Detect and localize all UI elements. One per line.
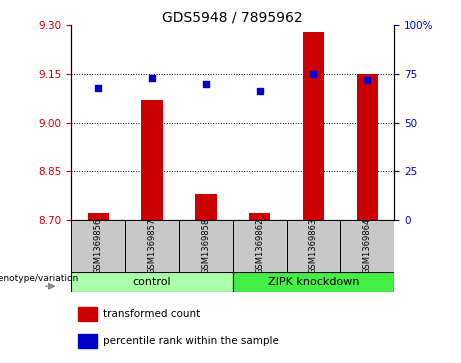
Point	[148, 75, 156, 81]
Bar	[142, 100, 163, 220]
Bar	[195, 194, 217, 220]
Bar	[249, 213, 271, 220]
Text: transformed count: transformed count	[102, 309, 200, 319]
Bar	[356, 74, 378, 220]
Text: GSM1369864: GSM1369864	[363, 218, 372, 274]
Bar	[78, 307, 97, 321]
Point	[256, 89, 263, 94]
Text: GSM1369857: GSM1369857	[148, 218, 157, 274]
FancyBboxPatch shape	[287, 220, 340, 274]
Bar	[88, 213, 109, 220]
Text: percentile rank within the sample: percentile rank within the sample	[102, 336, 278, 346]
Text: ZIPK knockdown: ZIPK knockdown	[268, 277, 359, 287]
Bar	[78, 334, 97, 348]
FancyBboxPatch shape	[71, 272, 233, 292]
Point	[364, 77, 371, 83]
Title: GDS5948 / 7895962: GDS5948 / 7895962	[162, 10, 303, 24]
FancyBboxPatch shape	[125, 220, 179, 274]
Point	[202, 81, 210, 86]
FancyBboxPatch shape	[233, 272, 394, 292]
Text: GSM1369862: GSM1369862	[255, 218, 264, 274]
FancyBboxPatch shape	[71, 220, 125, 274]
Text: control: control	[133, 277, 171, 287]
Bar	[303, 32, 324, 220]
FancyBboxPatch shape	[179, 220, 233, 274]
Text: GSM1369858: GSM1369858	[201, 218, 210, 274]
Text: GSM1369856: GSM1369856	[94, 218, 103, 274]
FancyBboxPatch shape	[340, 220, 394, 274]
Point	[95, 85, 102, 90]
Text: genotype/variation: genotype/variation	[0, 274, 79, 283]
Text: GSM1369863: GSM1369863	[309, 217, 318, 274]
FancyBboxPatch shape	[233, 220, 287, 274]
Point	[310, 71, 317, 77]
